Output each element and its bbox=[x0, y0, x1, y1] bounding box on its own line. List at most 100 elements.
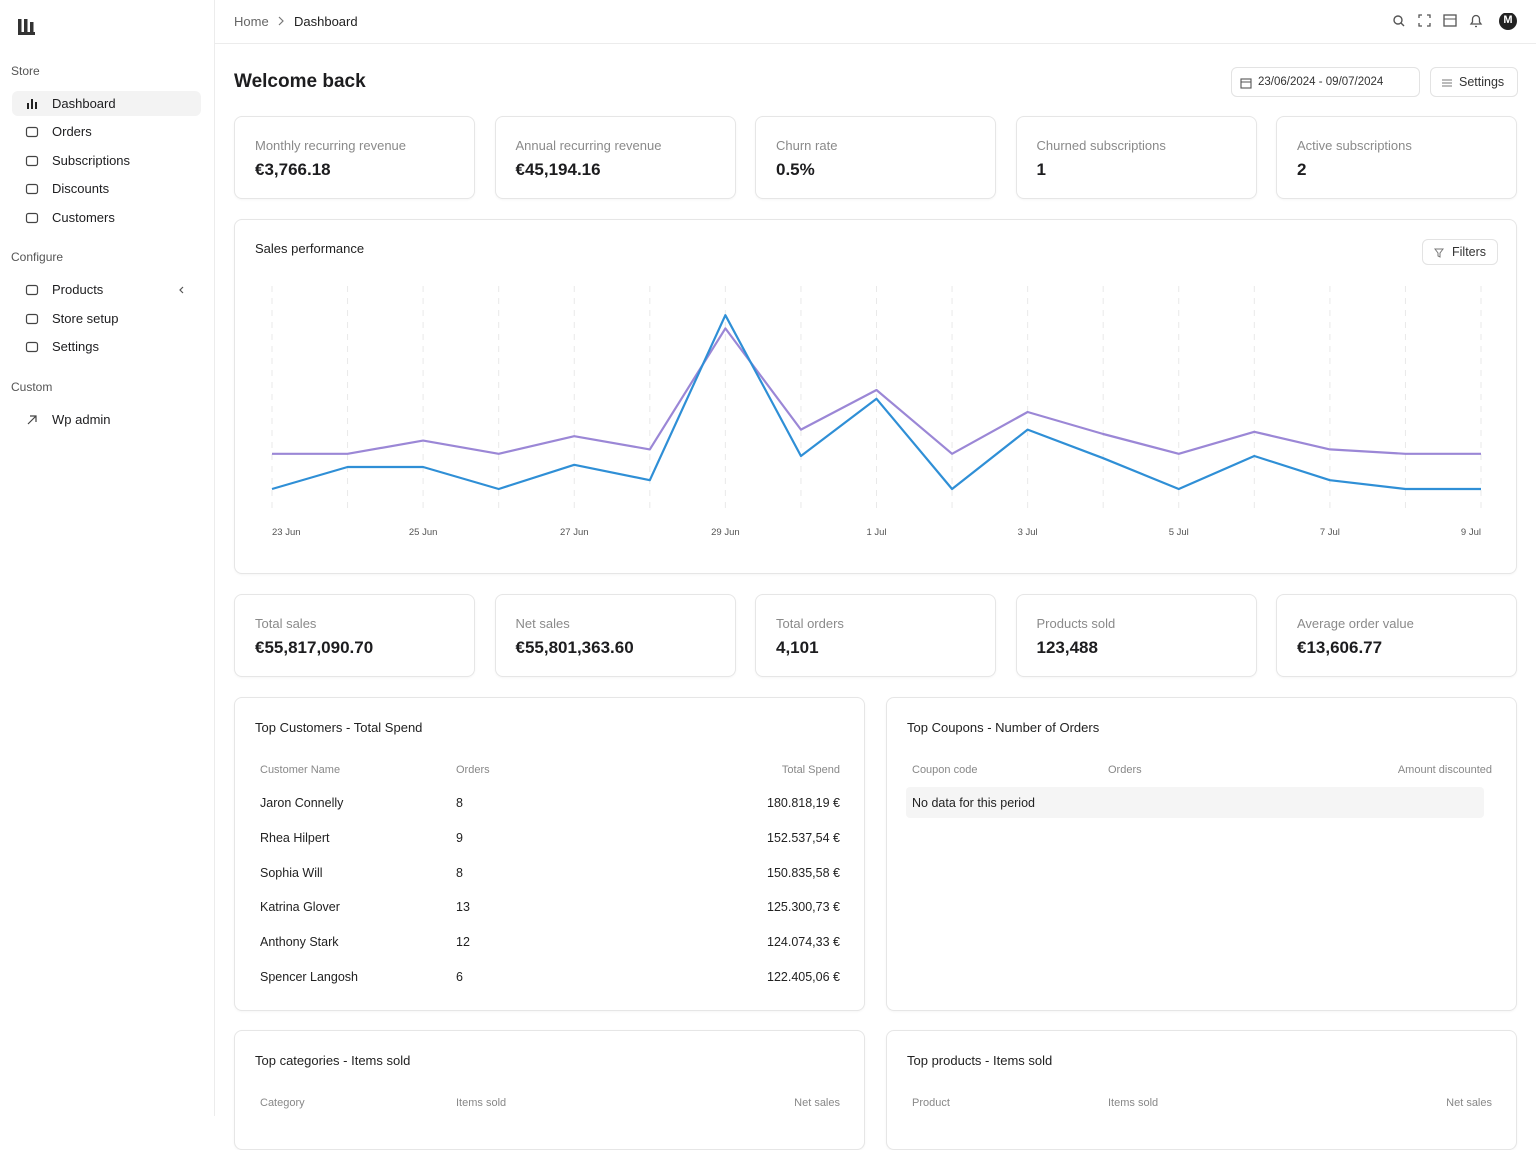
sidebar: Store Dashboard Orders Subscriptions Discoun… bbox=[0, 0, 215, 1116]
nav-icon bbox=[25, 212, 39, 223]
icon-part bbox=[31, 98, 33, 109]
icon-part bbox=[25, 155, 39, 166]
table-cell: 6 bbox=[456, 970, 463, 984]
x-tick-label: 5 Jul bbox=[1169, 527, 1189, 538]
nav-item[interactable]: Wp admin bbox=[12, 407, 201, 432]
line-chart: 23 Jun 25 Jun 27 Jun 29 Jun 1 Jul 3 Jul 5 Jul 7… bbox=[271, 286, 1482, 538]
nav-item[interactable]: Customers bbox=[12, 205, 201, 230]
chevron-path bbox=[179, 286, 184, 293]
kpi-value: 1 bbox=[1036, 160, 1046, 179]
table-cell: Katrina Glover bbox=[260, 900, 340, 915]
chart-title: Sales performance bbox=[255, 241, 365, 256]
kpi-label: Churn rate bbox=[776, 138, 838, 153]
table-header: Orders bbox=[456, 764, 490, 776]
filter-icon bbox=[1434, 248, 1444, 258]
table-card: Top Customers - Total Spend Customer Name… bbox=[234, 697, 865, 1011]
nav-label: Settings bbox=[52, 339, 99, 354]
nav-icon bbox=[25, 155, 39, 166]
icon-part bbox=[35, 101, 37, 109]
section-title: Configure bbox=[11, 250, 64, 264]
table-cell: 8 bbox=[456, 865, 463, 880]
icon-part bbox=[25, 183, 39, 194]
kpi-card: Net sales €55,801,363.60 bbox=[494, 594, 736, 677]
kpi-value: €45,194.16 bbox=[515, 160, 601, 179]
table-header: Net sales bbox=[794, 1097, 840, 1109]
table-cell: Jaron Connelly bbox=[260, 796, 344, 810]
table-header: Category bbox=[260, 1097, 305, 1109]
breadcrumb-current: Dashboard bbox=[294, 14, 358, 29]
icon-part bbox=[25, 341, 39, 352]
section-title: Custom bbox=[11, 380, 53, 394]
table-cell: 180.818,19 € bbox=[767, 796, 840, 810]
kpi-label: Active subscriptions bbox=[1297, 138, 1412, 153]
nav-icon bbox=[25, 313, 39, 324]
empty-row bbox=[906, 787, 1484, 818]
kpi-label: Total orders bbox=[776, 616, 844, 631]
kpi-label: Monthly recurring revenue bbox=[255, 138, 407, 153]
table-header: Items sold bbox=[1108, 1097, 1159, 1109]
series-line bbox=[272, 327, 1481, 455]
table-title: Top categories - Items sold bbox=[255, 1053, 411, 1068]
section-title: Store bbox=[11, 64, 40, 78]
kpi-value: €55,801,363.60 bbox=[515, 638, 634, 657]
toolbar-icons bbox=[1393, 13, 1517, 30]
icon-part bbox=[27, 102, 29, 109]
nav-label: Wp admin bbox=[52, 412, 111, 427]
table-cell: 125.300,73 € bbox=[767, 900, 840, 915]
table-header: Product bbox=[912, 1097, 950, 1109]
topbar: Home Dashboard M bbox=[215, 0, 1536, 44]
x-tick-label: 9 Jul bbox=[1461, 527, 1481, 538]
kpi-card: Churned subscriptions 1 bbox=[1015, 116, 1257, 199]
icon-part bbox=[25, 212, 39, 223]
table-cell: 124.074,33 € bbox=[767, 935, 840, 950]
kpi-value: €13,606.77 bbox=[1297, 638, 1383, 657]
nav-item[interactable]: Dashboard bbox=[12, 91, 201, 116]
kpi-card: Active subscriptions 2 bbox=[1276, 116, 1517, 199]
breadcrumb-separator bbox=[278, 16, 284, 26]
x-tick-label: 3 Jul bbox=[1018, 527, 1038, 538]
kpi-label: Products sold bbox=[1036, 616, 1116, 631]
table-title: Top products - Items sold bbox=[907, 1053, 1053, 1068]
avatar[interactable]: M bbox=[1503, 14, 1513, 26]
table-cell: Spencer Langosh bbox=[260, 970, 358, 984]
logo[interactable] bbox=[17, 17, 37, 37]
settings-button[interactable]: Settings bbox=[1430, 67, 1518, 97]
nav-icon bbox=[25, 341, 39, 352]
table-title: Top Coupons - Number of Orders bbox=[907, 720, 1100, 735]
nav-label: Store setup bbox=[52, 311, 119, 326]
nav-item[interactable]: Orders bbox=[12, 119, 201, 144]
chevron bbox=[179, 286, 184, 293]
table-cell: 122.405,06 € bbox=[767, 970, 840, 984]
nav-item[interactable]: Discounts bbox=[12, 176, 201, 201]
breadcrumb-link[interactable]: Home bbox=[234, 14, 269, 29]
date-range-button[interactable]: 23/06/2024 - 09/07/2024 bbox=[1231, 67, 1420, 97]
table-card: Top Coupons - Number of Orders Coupon cod… bbox=[886, 697, 1517, 1011]
kpi-label: Average order value bbox=[1297, 616, 1414, 631]
table-cell: 12 bbox=[456, 935, 470, 950]
filters-button[interactable]: Filters bbox=[1422, 239, 1498, 265]
nav-icon bbox=[25, 126, 39, 137]
table-cell: Sophia Will bbox=[260, 865, 323, 880]
icon-part bbox=[25, 126, 39, 137]
date-range-text: 23/06/2024 - 09/07/2024 bbox=[1258, 76, 1384, 88]
x-tick-label: 29 Jun bbox=[711, 527, 740, 538]
kpi-value: 2 bbox=[1297, 160, 1307, 179]
filters-text: Filters bbox=[1452, 245, 1487, 259]
kpi-label: Churned subscriptions bbox=[1036, 138, 1166, 153]
table-header: Total Spend bbox=[781, 764, 840, 776]
nav-item[interactable]: Store setup bbox=[12, 306, 201, 331]
kpi-label: Total sales bbox=[255, 616, 317, 631]
nav-icon bbox=[27, 414, 37, 424]
kpi-label: Net sales bbox=[515, 616, 570, 631]
kpi-value: 4,101 bbox=[776, 638, 819, 657]
kpi-card: Average order value €13,606.77 bbox=[1276, 594, 1517, 677]
nav-item[interactable]: Settings bbox=[12, 334, 201, 359]
nav-item[interactable]: Products bbox=[12, 277, 201, 302]
table-cell: 152.537,54 € bbox=[767, 830, 840, 845]
table-title: Top Customers - Total Spend bbox=[255, 720, 423, 735]
x-tick-label: 25 Jun bbox=[409, 527, 438, 538]
table-header: Amount discounted bbox=[1397, 764, 1492, 776]
nav-item[interactable]: Subscriptions bbox=[12, 148, 201, 173]
nav-icon bbox=[25, 183, 39, 194]
